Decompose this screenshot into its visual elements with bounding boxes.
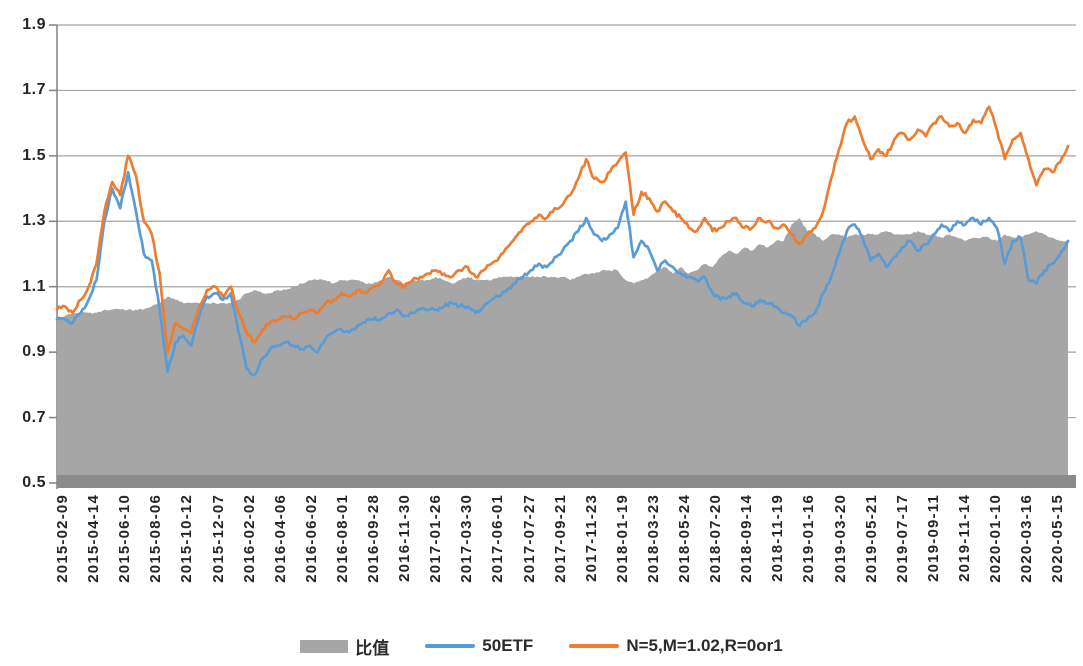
y-tick-label: 1.1: [22, 277, 46, 295]
y-tick-label: 1.9: [22, 16, 46, 33]
x-tick-label: 2018-11-19: [769, 494, 787, 582]
line-swatch-icon: [425, 644, 476, 648]
x-tick-label: 2020-01-10: [987, 494, 1004, 583]
x-tick-label: 2018-09-14: [738, 494, 756, 583]
y-tick-label: 1.3: [22, 212, 46, 230]
x-tick-label: 2019-09-11: [924, 494, 942, 582]
x-axis-band: [57, 475, 1076, 488]
x-tick-label: 2017-09-21: [551, 494, 569, 583]
x-tick-label: 2018-05-24: [676, 494, 693, 583]
x-tick-label: 2018-03-23: [644, 494, 662, 583]
x-tick-label: 2019-05-21: [862, 494, 880, 583]
x-tick-label: 2017-03-30: [458, 494, 476, 583]
line-series-strategy[interactable]: [55, 105, 1070, 354]
x-tick-label: 2018-01-19: [613, 494, 631, 583]
area-series-ratio[interactable]: [57, 218, 1068, 483]
x-tick-label: 2016-11-30: [396, 494, 414, 582]
x-tick-label: 2016-04-06: [271, 494, 289, 583]
y-tick-label: 1.7: [22, 81, 46, 99]
legend-label-strategy: N=5,M=1.02,R=0or1: [626, 636, 783, 655]
legend-item-50etf[interactable]: 50ETF: [425, 636, 533, 656]
x-tick-label: 2019-11-14: [955, 494, 973, 582]
x-tick-label: 2016-02-02: [240, 494, 258, 583]
y-tick-label: 0.5: [22, 474, 46, 491]
x-tick-label: 2017-11-23: [582, 494, 600, 582]
x-tick-label: 2017-01-26: [427, 494, 445, 583]
y-tick-label: 0.7: [22, 408, 46, 426]
chart-legend: 比值 50ETF N=5,M=1.02,R=0or1: [0, 633, 1083, 659]
x-tick-label: 2017-06-01: [489, 494, 507, 583]
x-tick-label: 2019-07-17: [893, 494, 911, 583]
x-tick-label: 2019-01-16: [800, 494, 818, 583]
x-tick-label: 2018-07-20: [707, 494, 725, 583]
x-tick-label: 2020-03-16: [1018, 494, 1036, 583]
area-swatch-icon: [300, 639, 349, 653]
x-tick-label: 2015-08-06: [147, 494, 165, 583]
line-series-50etf[interactable]: [55, 170, 1070, 377]
x-tick-label: 2015-04-14: [85, 494, 103, 583]
legend-item-strategy[interactable]: N=5,M=1.02,R=0or1: [569, 636, 783, 656]
x-tick-label: 2016-06-02: [302, 494, 320, 583]
legend-item-ratio[interactable]: 比值: [300, 634, 389, 659]
line-swatch-icon: [569, 644, 620, 648]
legend-label-50etf: 50ETF: [482, 636, 534, 655]
x-tick-label: 2019-03-20: [831, 494, 849, 583]
x-tick-label: 2015-10-12: [178, 494, 196, 583]
x-tick-label: 2015-12-07: [209, 494, 227, 583]
y-tick-label: 0.9: [22, 343, 46, 361]
legend-label-ratio: 比值: [355, 638, 390, 658]
y-tick-label: 1.5: [22, 146, 46, 164]
x-tick-label: 2016-09-28: [365, 494, 382, 583]
x-tick-label: 2016-08-01: [333, 494, 351, 583]
x-tick-label: 2015-02-09: [54, 494, 71, 583]
x-tick-label: 2020-05-15: [1049, 494, 1067, 583]
x-tick-label: 2017-07-27: [520, 494, 538, 583]
x-tick-label: 2015-06-10: [116, 494, 134, 583]
